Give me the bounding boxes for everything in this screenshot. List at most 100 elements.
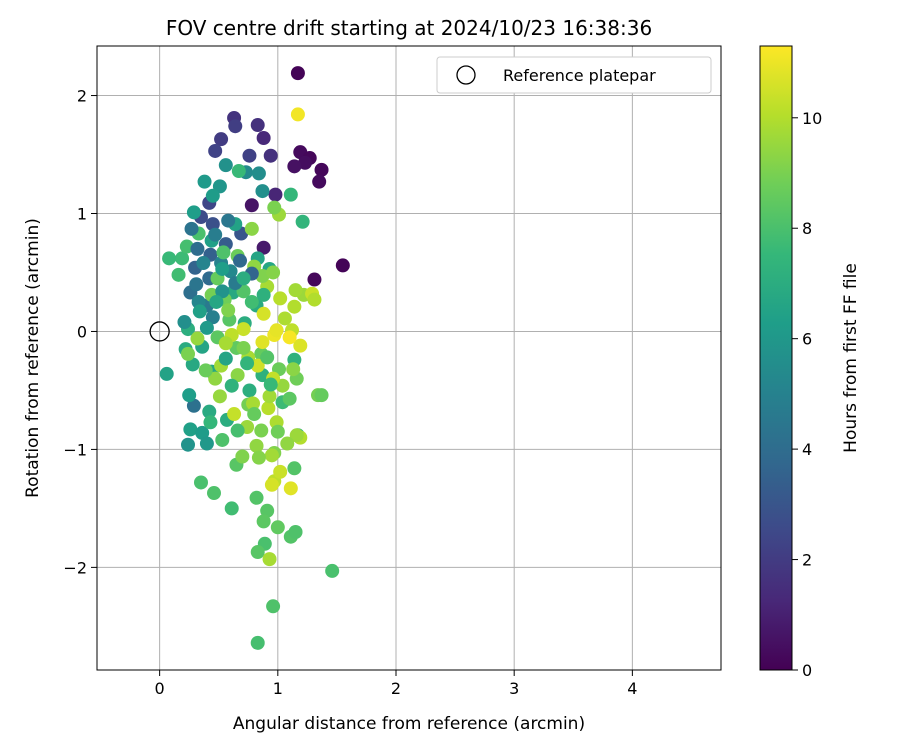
- scatter-point: [289, 428, 304, 443]
- scatter-point: [208, 143, 223, 158]
- scatter-point: [189, 277, 204, 292]
- scatter-points: [159, 66, 350, 650]
- scatter-point: [236, 271, 251, 286]
- scatter-point: [312, 174, 327, 189]
- scatter-point: [256, 287, 271, 302]
- scatter-point: [273, 291, 288, 306]
- scatter-point: [181, 437, 195, 452]
- scatter-point: [207, 486, 221, 501]
- scatter-point: [262, 552, 277, 567]
- scatter-point: [184, 221, 199, 236]
- scatter-point: [256, 514, 271, 529]
- scatter-point: [230, 423, 245, 438]
- colorbar-tick-label: 2: [802, 551, 812, 570]
- scatter-point: [282, 330, 297, 345]
- colorbar-tick-label: 4: [802, 440, 812, 459]
- scatter-point: [267, 200, 282, 215]
- scatter-point: [202, 404, 217, 419]
- scatter-point: [221, 303, 236, 318]
- scatter-point: [255, 184, 270, 199]
- scatter-point: [215, 261, 230, 276]
- scatter-point: [218, 158, 233, 173]
- scatter-point: [260, 503, 275, 518]
- scatter-point: [205, 188, 220, 203]
- scatter-point: [298, 155, 312, 170]
- scatter-point: [270, 424, 285, 439]
- scatter-point: [242, 148, 257, 163]
- scatter-point: [214, 132, 229, 147]
- scatter-point: [205, 310, 220, 325]
- scatter-point: [307, 272, 322, 287]
- scatter-point: [261, 401, 276, 416]
- scatter-point: [198, 363, 213, 378]
- x-tick-label: 2: [391, 679, 401, 698]
- scatter-point: [283, 481, 298, 496]
- scatter-point: [186, 398, 201, 413]
- scatter-point: [242, 383, 257, 398]
- scatter-point: [199, 436, 214, 451]
- scatter-point: [208, 227, 223, 242]
- y-tick-label: −1: [63, 440, 87, 459]
- scatter-point: [227, 407, 242, 422]
- scatter-point: [185, 357, 200, 372]
- scatter-point: [266, 265, 281, 280]
- scatter-point: [314, 162, 329, 177]
- scatter-point: [288, 283, 303, 298]
- y-axis-label: Rotation from reference (arcmin): [23, 218, 43, 498]
- scatter-point: [171, 267, 186, 282]
- scatter-point: [266, 599, 281, 614]
- scatter-point: [286, 362, 301, 377]
- scatter-point: [233, 253, 247, 268]
- scatter-point: [314, 388, 329, 403]
- scatter-point: [251, 450, 266, 465]
- scatter-point: [277, 311, 292, 326]
- scatter-point: [250, 635, 265, 650]
- scatter-point: [293, 338, 308, 353]
- scatter-point: [249, 490, 264, 505]
- scatter-point: [236, 322, 251, 337]
- scatter-point: [177, 315, 192, 330]
- scatter-point: [249, 438, 264, 453]
- colorbar: [759, 45, 793, 671]
- scatter-point: [263, 377, 278, 392]
- scatter-point: [218, 351, 233, 366]
- colorbar-label: Hours from first FF file: [841, 263, 861, 453]
- scatter-point: [162, 251, 177, 266]
- scatter-point: [251, 166, 266, 181]
- scatter-point: [256, 306, 271, 321]
- scatter-point: [288, 524, 303, 539]
- scatter-point: [244, 294, 259, 309]
- scatter-point: [224, 501, 239, 516]
- scatter-point: [244, 221, 259, 236]
- scatter-point: [282, 391, 297, 406]
- scatter-point: [273, 464, 288, 479]
- scatter-point: [270, 520, 285, 535]
- scatter-point: [221, 213, 236, 228]
- scatter-point: [159, 366, 174, 381]
- scatter-point: [190, 241, 205, 256]
- scatter-point: [290, 66, 305, 81]
- scatter-point: [255, 335, 270, 350]
- scatter-point: [287, 159, 302, 174]
- scatter-point: [250, 545, 265, 560]
- scatter-point: [256, 240, 271, 255]
- scatter-point: [230, 368, 245, 383]
- colorbar-tick-label: 6: [802, 330, 812, 349]
- scatter-point: [264, 477, 279, 492]
- scatter-point: [246, 396, 260, 411]
- y-tick-label: 0: [77, 322, 87, 341]
- scatter-point: [228, 119, 243, 134]
- plot-frame: [96, 45, 722, 671]
- scatter-point: [236, 340, 251, 355]
- colorbar-tick-label: 10: [802, 109, 822, 128]
- scatter-point: [216, 245, 231, 260]
- scatter-point: [231, 164, 246, 179]
- scatter-point: [235, 449, 250, 464]
- scatter-point: [190, 331, 205, 346]
- axes: 0 1 2 3 4 −2 −1 0 1 2: [63, 87, 637, 698]
- y-tick-label: −2: [63, 558, 87, 577]
- scatter-point: [263, 148, 278, 163]
- scatter-point: [224, 378, 239, 393]
- scatter-point: [192, 304, 207, 319]
- scatter-point: [290, 107, 305, 122]
